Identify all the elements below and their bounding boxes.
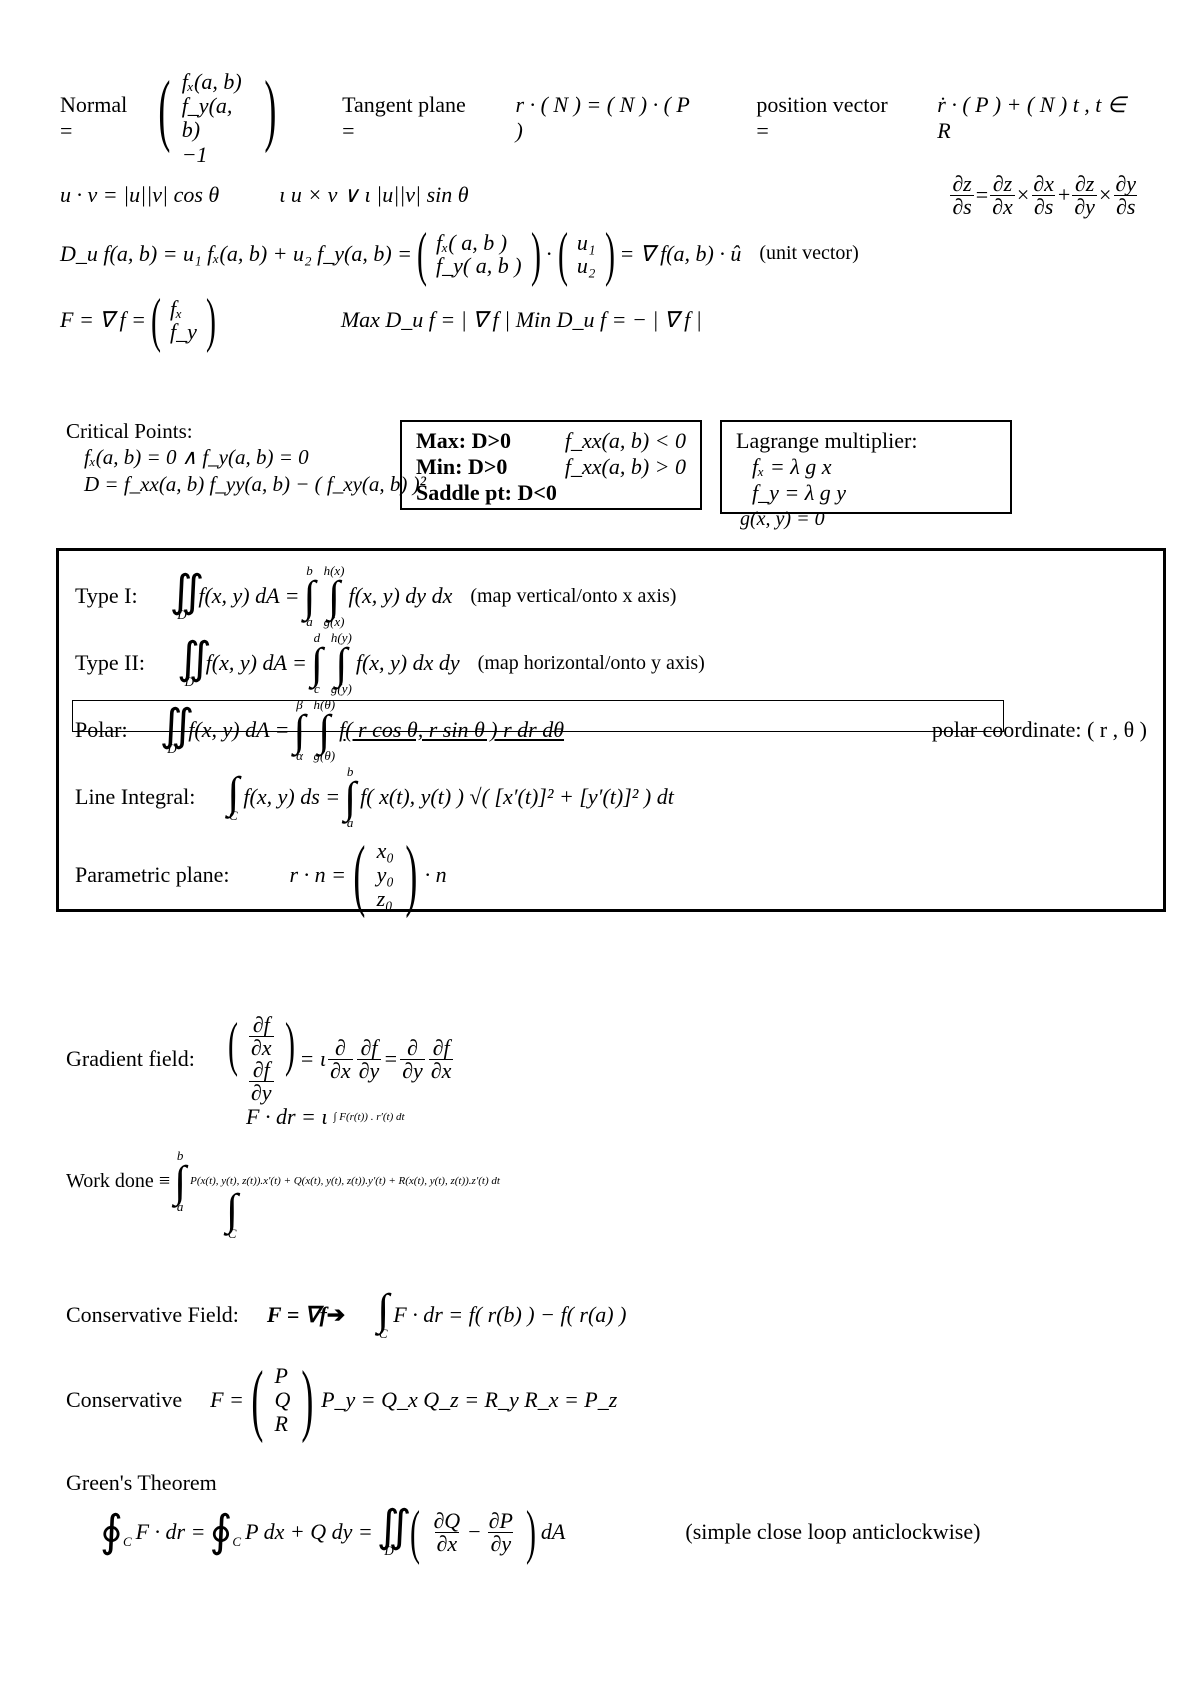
parametric-plane-row: Parametric plane: r · n = ( x₀ y₀ z₀ ) ·… [75,835,1147,915]
type1-rhs: f(x, y) dy dx [349,583,453,609]
conservative-vec: Conservative F = ( P Q R ) P_y = Q_x Q_z… [66,1360,617,1440]
duf-vec1: ( fₓ( a, b ) f_y( a, b ) ) [412,224,546,284]
type1-lhs: f(x, y) dA = [198,583,299,609]
inner-strike-box [72,700,1004,732]
max-label: Max: D>0 [416,428,511,453]
gradient-field: Gradient field: ( ∂f∂x ∂f∂y ) = ι ∂∂x ∂f… [66,1014,455,1136]
type2-lhs: f(x, y) dA = [206,650,307,676]
type1-int-outer: b ∫ a [304,565,316,628]
critical-l2: D = f_xx(a, b) f_yy(a, b) − ( f_xy(a, b)… [84,471,426,497]
work-done: Work done ≡ b∫a P(x(t), y(t), z(t)).x′(t… [66,1150,500,1213]
F-vec: ( fₓ f_y ) [146,290,221,350]
max-cond: f_xx(a, b) < 0 [565,428,686,454]
lagrange-l2: f_y = λ g y [752,480,996,506]
max-min-duf: Max D_u f = | ∇ f | Min D_u f = − | ∇ f … [341,307,702,333]
position-eq: ṙ · ( P ) + ( N ) t , t ∈ R [937,92,1140,144]
normal-vec-2: −1 [182,143,253,167]
duf-vec2: ( u₁ u₂ ) [553,224,620,284]
cross-product: ι u × v ∨ ι |u||v| sin θ [279,182,468,208]
position-label: position vector = [756,92,902,144]
tangent-eq: r · ( N ) = ( N ) · ( P ) [516,92,698,144]
normal-vector: ( fₓ(a, b) f_y(a, b) −1 ) [151,70,284,167]
work-label: Work done ≡ [66,1170,170,1193]
cons-tail: F · dr = f( r(b) ) − f( r(a) ) [393,1302,626,1328]
box-max-min: Max: D>0 f_xx(a, b) < 0 Min: D>0 f_xx(a,… [400,420,702,510]
lagrange-l3: g(x, y) = 0 [740,508,825,531]
type1-label: Type I: [75,583,138,609]
normal-vec-1: f_y(a, b) [182,94,253,142]
fdr-small: ∫ F(r(t)) . r′(t) dt [333,1111,404,1123]
unit-vector-note: (unit vector) [759,242,858,265]
saddle-label: Saddle pt: D<0 [416,480,557,505]
lagrange-l1: fₓ = λ g x [752,454,996,480]
type1-dblint: ∬D [170,572,195,621]
box-lagrange: Lagrange multiplier: fₓ = λ g x f_y = λ … [720,420,1012,514]
oint-icon: ∮C [100,1512,132,1552]
cons2-tail: P_y = Q_x Q_z = R_y R_x = P_z [321,1387,617,1413]
row-normal: Normal = ( fₓ(a, b) f_y(a, b) −1 ) Tange… [60,70,1140,167]
fdr-eq: F · dr = ι [246,1104,327,1130]
duf-rhs: = ∇ f(a, b) · û [620,241,742,267]
tangent-label: Tangent plane = [342,92,480,144]
type2-note: (map horizontal/onto y axis) [478,652,705,675]
gradient-label: Gradient field: [66,1046,195,1072]
arrow-icon: ➔ [327,1302,345,1328]
green-note: (simple close loop anticlockwise) [685,1519,980,1545]
type1-note: (map vertical/onto x axis) [470,585,676,608]
critical-l1: fₓ(a, b) = 0 ∧ f_y(a, b) = 0 [84,444,426,470]
type2-rhs: f(x, y) dx dy [356,650,460,676]
row-directional: D_u f(a, b) = u₁ fₓ(a, b) + u₂ f_y(a, b)… [60,224,1140,284]
chain-rule: ∂z∂s = ∂z∂x × ∂x∂s + ∂z∂y × ∂y∂s [948,173,1140,218]
dot-product: u · v = |u||v| cos θ [60,182,219,208]
duf-lhs: D_u f(a, b) = u₁ fₓ(a, b) + u₂ f_y(a, b)… [60,241,412,267]
conservative-field: Conservative Field: F = ∇f ➔ ∫C F · dr =… [66,1290,626,1339]
line-int-label: Line Integral: [75,784,195,810]
type2-row: Type II: ∬D f(x, y) dA = d∫c h(y)∫g(y) f… [75,632,1147,695]
row-gradf: F = ∇ f = ( fₓ f_y ) Max D_u f = | ∇ f |… [60,290,1140,350]
line-integral-row: Line Integral: ∫C f(x, y) ds = b∫a f( x(… [75,766,1147,829]
lagrange-title: Lagrange multiplier: [736,428,996,454]
cons-label: Conservative Field: [66,1302,239,1328]
min-cond: f_xx(a, b) > 0 [565,454,686,480]
type1-int-inner: h(x) ∫ g(x) [324,565,345,628]
min-label: Min: D>0 [416,454,507,479]
para-label: Parametric plane: [75,862,230,888]
green-title: Green's Theorem [66,1470,980,1496]
greens-theorem: Green's Theorem ∮C F · dr = ∮C P dx + Q … [66,1470,980,1568]
normal-label: Normal = [60,92,143,144]
F-eq: F = ∇ f = [60,307,146,333]
type2-label: Type II: [75,650,145,676]
type1-row: Type I: ∬D f(x, y) dA = b ∫ a h(x) ∫ g(x… [75,565,1147,628]
row-dot-cross-chain: u · v = |u||v| cos θ ι u × v ∨ ι |u||v| … [60,173,1140,218]
cons2-label: Conservative [66,1387,182,1413]
critical-title: Critical Points: [66,418,426,444]
normal-vec-0: fₓ(a, b) [182,70,253,94]
critical-points: Critical Points: fₓ(a, b) = 0 ∧ f_y(a, b… [66,418,426,497]
line-int-rhs: f( x(t), y(t) ) √( [x′(t)]² + [y′(t)]² )… [360,784,674,810]
